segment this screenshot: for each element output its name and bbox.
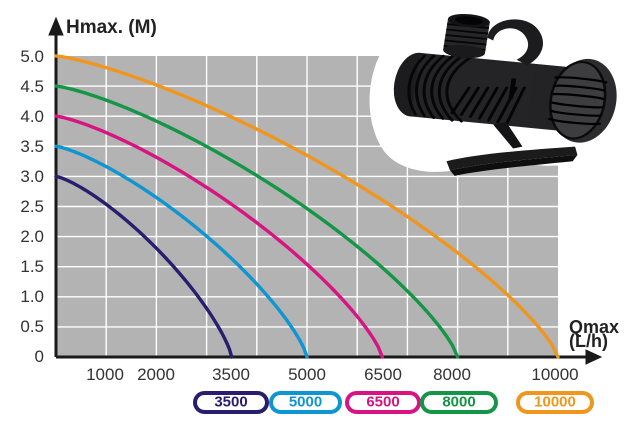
- svg-text:4.0: 4.0: [20, 107, 44, 126]
- svg-text:1000: 1000: [86, 365, 124, 384]
- svg-text:4.5: 4.5: [20, 77, 44, 96]
- svg-text:8000: 8000: [433, 365, 471, 384]
- svg-text:(L/h): (L/h): [569, 331, 608, 351]
- svg-text:6500: 6500: [364, 365, 402, 384]
- svg-text:8000: 8000: [442, 394, 475, 411]
- svg-text:5000: 5000: [288, 365, 326, 384]
- svg-text:10000: 10000: [534, 394, 576, 411]
- svg-text:5.0: 5.0: [20, 47, 44, 66]
- svg-text:3500: 3500: [214, 394, 247, 411]
- svg-text:1.5: 1.5: [20, 257, 44, 276]
- svg-text:0.5: 0.5: [20, 317, 44, 336]
- svg-text:2000: 2000: [137, 365, 175, 384]
- svg-text:1.0: 1.0: [20, 287, 44, 306]
- svg-text:3.0: 3.0: [20, 167, 44, 186]
- svg-text:6500: 6500: [366, 394, 399, 411]
- svg-text:10000: 10000: [531, 365, 578, 384]
- svg-text:3500: 3500: [212, 365, 250, 384]
- svg-text:2.5: 2.5: [20, 197, 44, 216]
- svg-text:3.5: 3.5: [20, 137, 44, 156]
- svg-text:2.0: 2.0: [20, 227, 44, 246]
- svg-text:5000: 5000: [289, 394, 322, 411]
- svg-text:Hmax. (M): Hmax. (M): [66, 17, 157, 38]
- svg-text:0: 0: [35, 347, 44, 366]
